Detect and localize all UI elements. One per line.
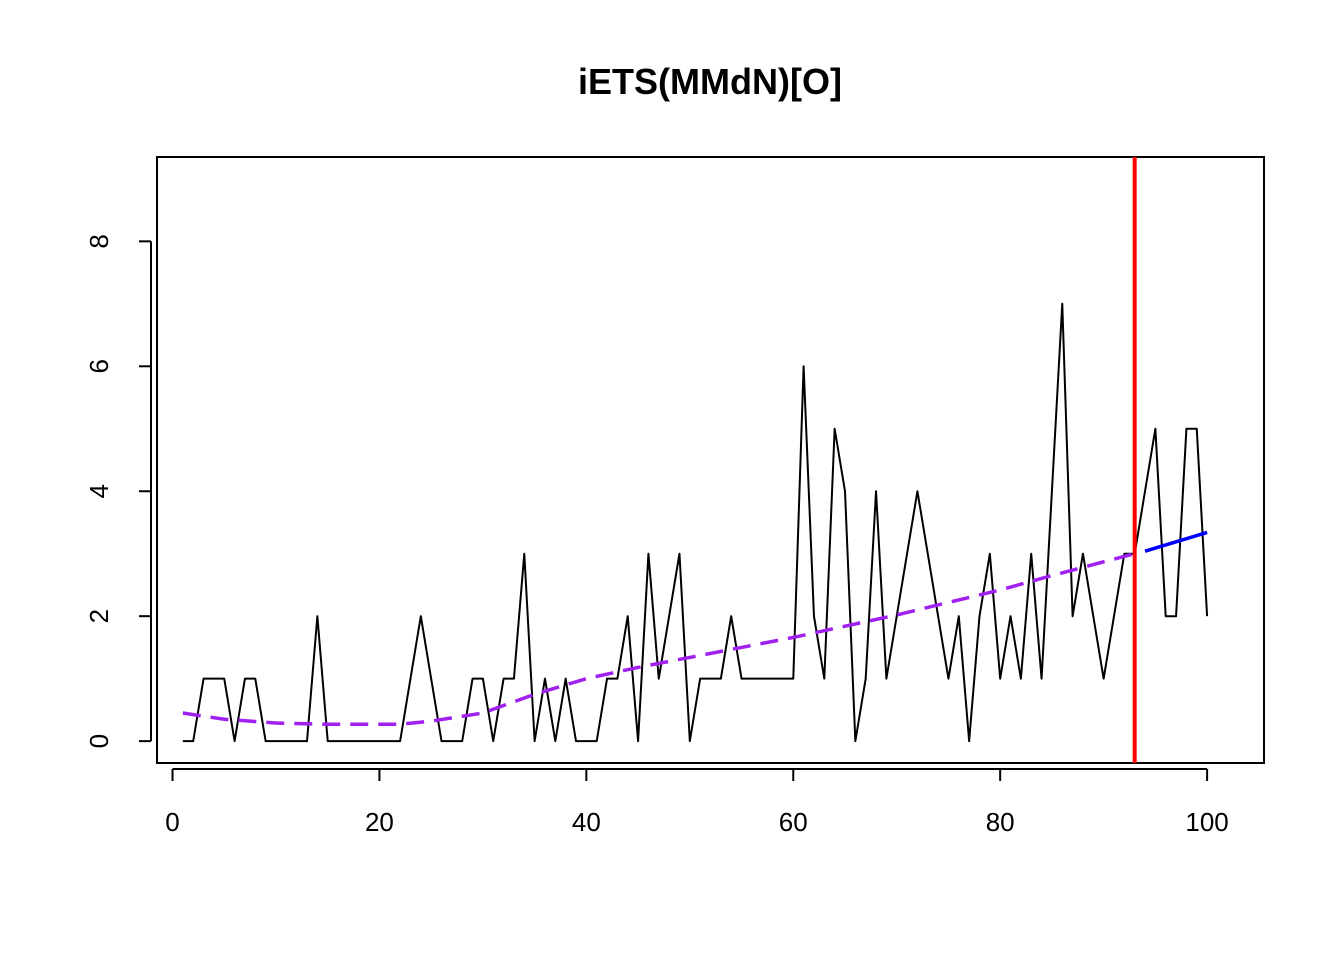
x-tick-label: 20 (365, 807, 394, 837)
x-tick-label: 80 (986, 807, 1015, 837)
series-layer (182, 157, 1209, 763)
y-tick-label: 0 (84, 734, 114, 748)
y-tick-label: 4 (84, 484, 114, 498)
x-axis: 0 20 40 60 80 100 (165, 768, 1229, 837)
series-line-actuals (182, 302, 1209, 743)
series-line-forecast (1144, 530, 1208, 553)
x-tick-label: 40 (572, 807, 601, 837)
x-tick-label: 100 (1185, 807, 1228, 837)
y-tick-label: 6 (84, 359, 114, 373)
y-tick-label: 2 (84, 609, 114, 623)
y-tick-label: 8 (84, 234, 114, 248)
y-axis: 0 2 4 6 8 (84, 234, 152, 748)
x-tick-label: 0 (165, 807, 179, 837)
series-line-fitted (182, 552, 1136, 727)
x-tick-label: 60 (779, 807, 808, 837)
plot-frame (156, 156, 1265, 764)
chart-title: iETS(MMdN)[O] (578, 61, 842, 102)
